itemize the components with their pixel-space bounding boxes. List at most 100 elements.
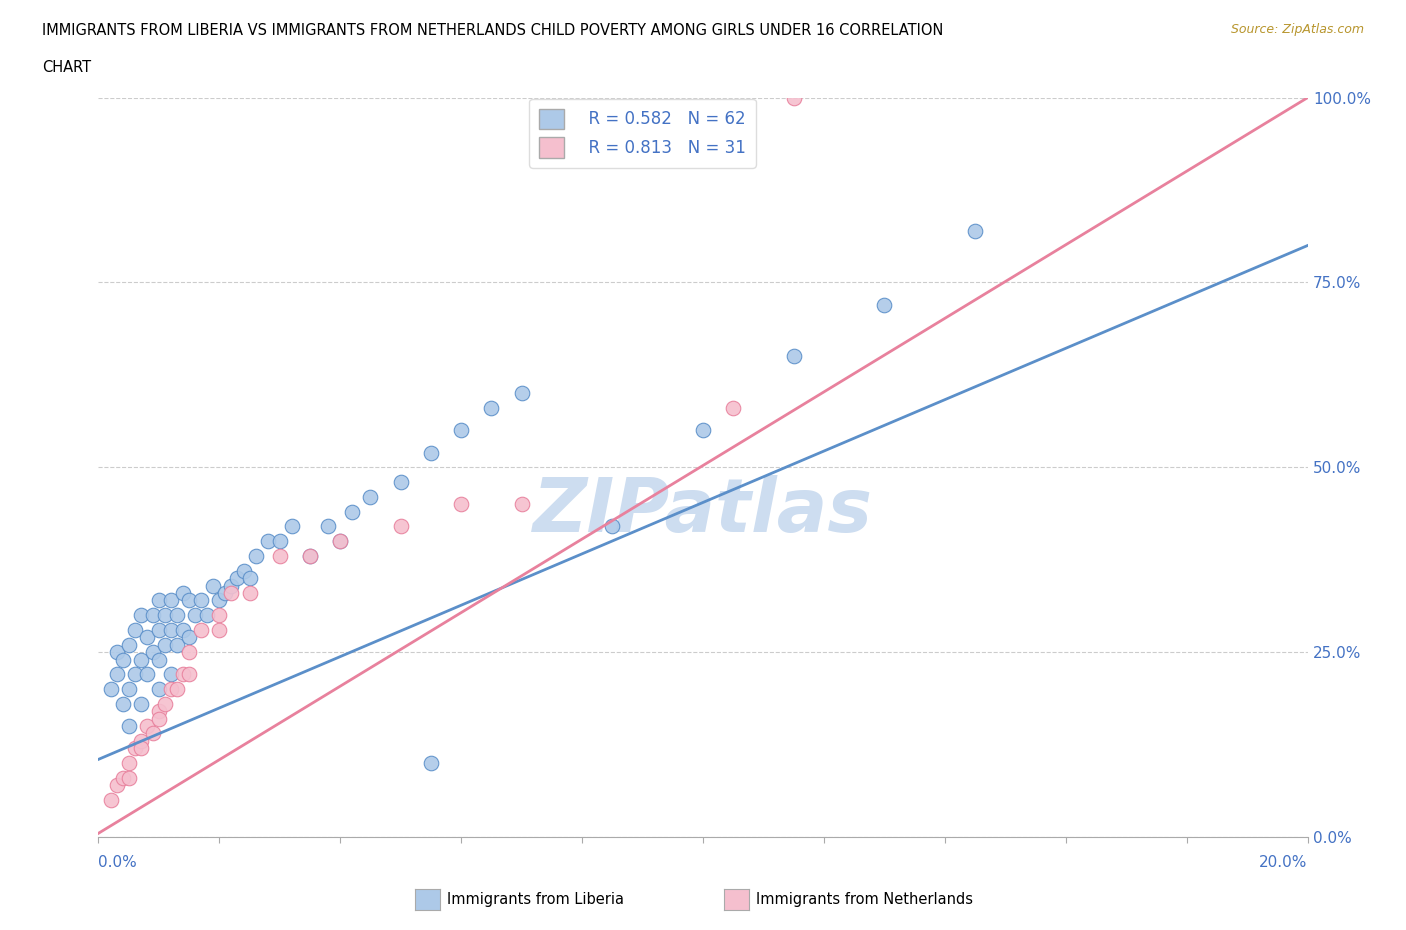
Point [118,719,141,734]
Point [190,593,212,608]
Point [153,608,176,623]
Point [239,586,262,601]
Point [190,622,212,637]
Point [124,622,146,637]
Point [221,578,243,593]
Point [111,697,134,711]
Point [783,349,806,364]
Point [269,549,291,564]
Point [142,644,165,659]
Point [360,489,382,504]
Point [148,704,170,719]
Point [208,593,231,608]
Point [111,770,134,785]
Point [142,726,165,741]
Point [105,777,128,792]
Point [105,644,128,659]
Point [692,423,714,438]
Point [208,622,231,637]
Point [142,608,165,623]
Point [148,682,170,697]
Point [118,682,141,697]
Point [118,637,141,652]
Point [129,697,152,711]
Point [389,474,412,489]
Point [166,637,188,652]
Point [148,711,170,726]
Text: 20.0%: 20.0% [1260,855,1308,870]
Point [129,734,152,749]
Point [510,386,533,401]
Point [100,682,122,697]
Point [202,578,225,593]
Point [450,497,472,512]
Point [135,667,157,682]
Text: ZIPatlas: ZIPatlas [533,475,873,548]
Point [148,652,170,667]
Point [153,637,176,652]
Text: CHART: CHART [42,60,91,75]
Text: 0.0%: 0.0% [98,855,138,870]
Point [329,534,352,549]
Point [420,755,443,770]
Point [179,630,201,644]
Point [245,549,267,564]
Point [299,549,322,564]
Text: Immigrants from Liberia: Immigrants from Liberia [447,892,624,907]
Point [129,608,152,623]
Point [160,682,183,697]
Point [232,564,254,578]
Point [160,593,183,608]
Point [179,644,201,659]
Point [342,504,364,519]
Point [148,593,170,608]
Text: Source: ZipAtlas.com: Source: ZipAtlas.com [1230,23,1364,36]
Point [160,622,183,637]
Point [195,608,218,623]
Point [166,608,188,623]
Point [129,652,152,667]
Point [329,534,352,549]
Point [135,719,157,734]
Point [124,741,146,756]
Point [214,586,236,601]
Point [153,697,176,711]
Point [723,401,745,416]
Point [184,608,207,623]
Point [160,667,183,682]
Point [172,586,194,601]
Point [965,223,987,238]
Point [105,667,128,682]
Point [179,593,201,608]
Point [256,534,278,549]
Point [179,667,201,682]
Point [124,667,146,682]
Point [148,622,170,637]
Legend:   R = 0.582   N = 62,   R = 0.813   N = 31: R = 0.582 N = 62, R = 0.813 N = 31 [530,99,755,167]
Point [281,519,304,534]
Point [129,741,152,756]
Point [450,423,472,438]
Point [172,667,194,682]
Point [118,770,141,785]
Point [510,497,533,512]
Point [602,519,624,534]
Point [226,571,249,586]
Point [172,622,194,637]
Point [389,519,412,534]
Text: IMMIGRANTS FROM LIBERIA VS IMMIGRANTS FROM NETHERLANDS CHILD POVERTY AMONG GIRLS: IMMIGRANTS FROM LIBERIA VS IMMIGRANTS FR… [42,23,943,38]
Point [481,401,503,416]
Point [118,755,141,770]
Point [316,519,339,534]
Point [873,298,896,312]
Point [269,534,291,549]
Point [100,792,122,807]
Point [208,608,231,623]
Text: Immigrants from Netherlands: Immigrants from Netherlands [756,892,973,907]
Point [783,90,806,105]
Point [299,549,322,564]
Point [221,586,243,601]
Point [166,682,188,697]
Point [420,445,443,460]
Point [111,652,134,667]
